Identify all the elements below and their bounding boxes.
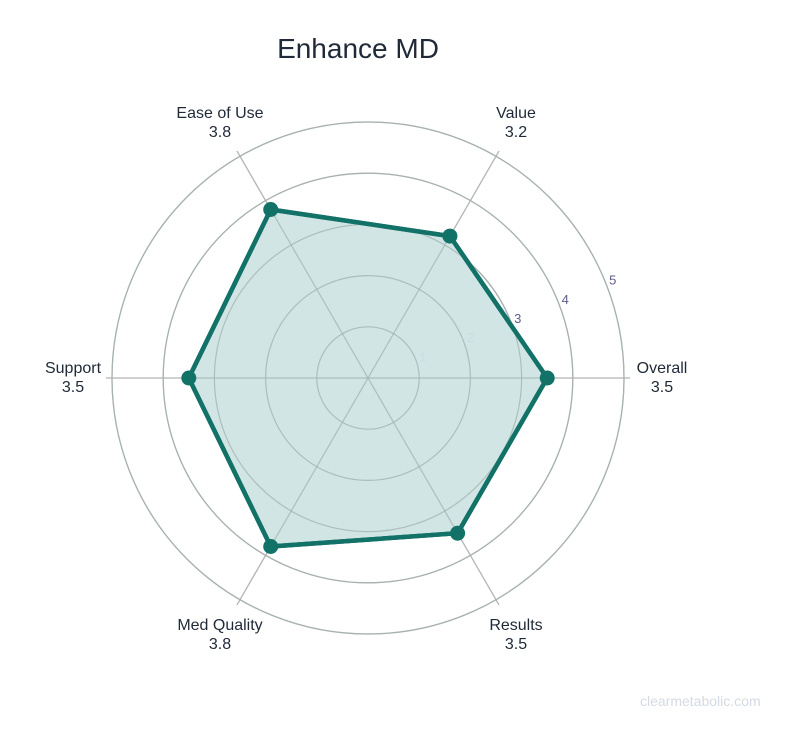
axis-label-results: Results [489,617,542,634]
radial-tick-label: 3 [514,311,521,326]
data-point-marker[interactable] [263,538,279,554]
data-point-marker[interactable] [263,202,279,218]
axis-value-label: 3.8 [209,636,231,653]
watermark: clearmetabolic.com [640,693,761,709]
axis-label-ease-of-use: Ease of Use [176,105,263,122]
axis-spoke-overlay [367,235,451,379]
data-point-marker[interactable] [181,370,197,386]
axis-label-support: Support [45,360,102,377]
axis-label-med-quality: Med Quality [177,617,262,634]
radar-series [111,121,625,635]
axis-value-label: 3.5 [505,636,527,653]
data-point-marker[interactable] [442,228,458,244]
axis-spoke-overlay [270,377,369,547]
axis-labels: Overall 3.5 Value 3.2 Ease of Use 3.8 Support 3… [45,105,687,653]
data-point-marker[interactable] [539,370,555,386]
axis-value-label: 3.2 [505,124,527,141]
data-point-marker[interactable] [450,525,466,541]
chart-title: Enhance MD [277,33,439,64]
grid-circle-overlay [111,121,625,635]
axis-spoke-overlay [270,209,369,379]
radial-tick-label: 5 [609,273,616,288]
axis-label-overall: Overall [637,360,688,377]
axis-value-label: 3.8 [209,124,231,141]
radial-tick-label: 4 [562,292,569,307]
axis-value-label: 3.5 [651,379,673,396]
axis-spoke-overlay [367,377,459,534]
grid-circle-overlay [162,172,574,584]
axis-value-label: 3.5 [62,379,84,396]
axis-label-value: Value [496,105,536,122]
